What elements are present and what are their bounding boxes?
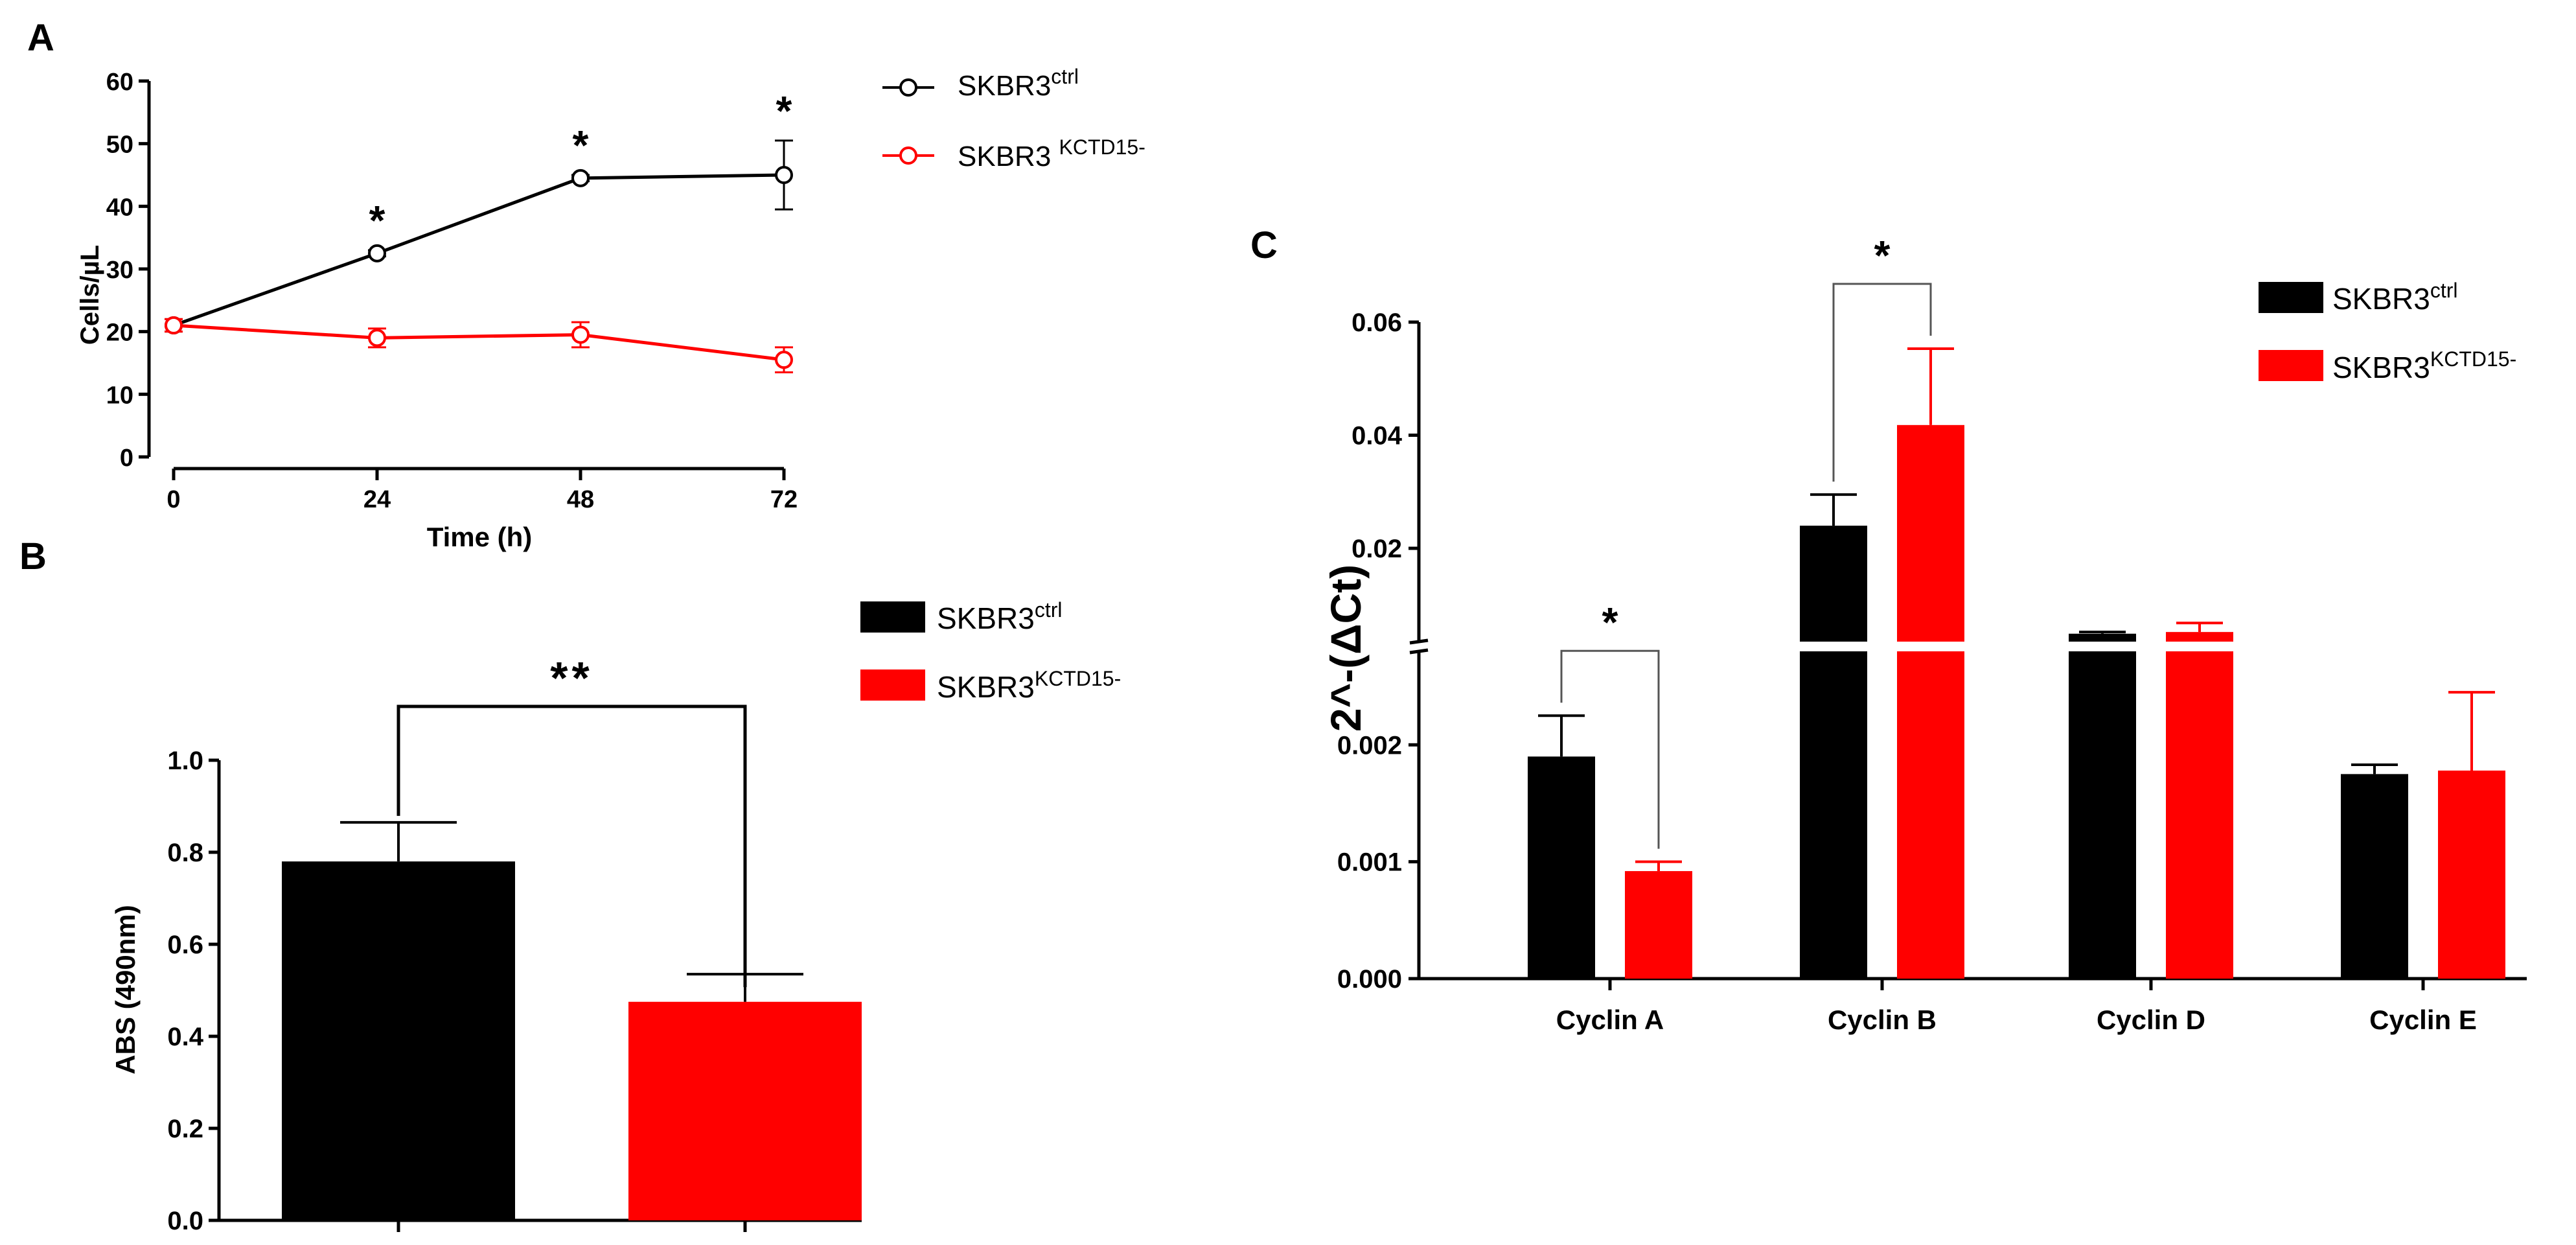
panel-c-bar-ctrl-lower (2069, 651, 2136, 979)
panel-b-legend: SKBR3ctrl SKBR3KCTD15- (860, 598, 1121, 704)
panel-a-line-chart: Cells/µL Time (h) SKBR3ctrl SKBR3 KCTD15… (76, 65, 1145, 552)
panel-b-y-tick-label: 0.4 (167, 1023, 203, 1051)
panel-c-significance-bracket (1832, 283, 1932, 482)
panel-c-bar-ctrl-upper (1800, 526, 1867, 642)
panel-c-bar-ctrl (1528, 756, 1595, 979)
panel-b-y-tick-label: 1.0 (167, 747, 203, 775)
panel-b-y-tick-label: 0.2 (167, 1115, 203, 1143)
panel-b-significance-bracket (397, 704, 747, 988)
panel-b-legend-ctrl: SKBR3ctrl (937, 598, 1063, 635)
panel-b-y-tick-label: 0.8 (167, 839, 203, 867)
panel-c-bar-ko (2438, 770, 2505, 979)
panel-c-bar-chart: 2^-(ΔCt) SKBR3ctrl SKBR3KCTD15- 0.000 0.0… (1322, 232, 2527, 1035)
panel-c-significance-bracket (1560, 649, 1660, 849)
panel-b-legend-ko: SKBR3KCTD15- (937, 667, 1121, 704)
panel-a-significance-star: * (776, 87, 792, 134)
panel-c-x-tick-label: Cyclin A (1556, 1005, 1664, 1035)
panel-a-y-tick-label: 0 (120, 445, 133, 472)
panel-c-bar-ko-lower (1897, 651, 1964, 979)
panel-a-x-tick-label: 48 (567, 486, 594, 513)
panel-a-x-axis-label: Time (h) (427, 522, 533, 552)
panel-a-y-tick-label: 20 (106, 320, 133, 347)
panel-a-data-point (165, 316, 183, 334)
panel-a-y-tick-label: 30 (106, 257, 133, 284)
panel-letter-b: B (19, 535, 47, 577)
panel-c-bar-ctrl-upper (2069, 633, 2136, 642)
panel-a-y-tick-label: 40 (106, 194, 133, 221)
panel-c-bar-ko (1625, 871, 1692, 979)
panel-c-significance-star: * (1602, 599, 1618, 646)
panel-c-bar-ctrl-lower (1800, 651, 1867, 979)
panel-c-bar-ko-lower (2166, 651, 2233, 979)
panel-c-axis-break-mark (1409, 638, 1429, 645)
panel-a-x-tick-label: 24 (363, 486, 391, 513)
panel-c-legend-ko: SKBR3KCTD15- (2332, 347, 2516, 384)
panel-c-x-tick-label: Cyclin D (2097, 1005, 2205, 1035)
panel-a-data-point (571, 325, 590, 344)
panel-a-legend-ko: SKBR3 KCTD15- (958, 135, 1145, 172)
panel-b-y-tick-label: 0.6 (167, 931, 203, 959)
panel-c-legend: SKBR3ctrl SKBR3KCTD15- (2259, 279, 2516, 384)
panel-a-y-axis-label: Cells/µL (76, 245, 104, 345)
panel-c-bar-ko-upper (2166, 632, 2233, 642)
panel-b-bar-ko (628, 1001, 862, 1220)
panel-letter-c: C (1250, 224, 1278, 266)
panel-a-data-point (775, 351, 793, 369)
panel-a-y-tick-label: 60 (106, 69, 133, 96)
panel-c-bar-ko-upper (1897, 425, 1964, 642)
panel-a-legend-ctrl: SKBR3ctrl (958, 65, 1079, 102)
panel-c-y-tick-label: 0.001 (1337, 848, 1402, 877)
panel-c-y-tick-label: 0.02 (1351, 535, 1402, 563)
panel-c-y-axis-label: 2^-(ΔCt) (1322, 564, 1370, 732)
panel-c-legend-ctrl: SKBR3ctrl (2332, 279, 2458, 316)
panel-a-data-point (775, 166, 793, 184)
panel-b-significance-label: ** (550, 653, 593, 703)
panel-c-x-tick-label: Cyclin B (1828, 1005, 1937, 1035)
panel-a-x-tick-label: 72 (770, 486, 798, 513)
panel-a-significance-star: * (573, 122, 589, 169)
panel-c-y-tick-label: 0.04 (1351, 422, 1403, 450)
panel-a-data-point (571, 169, 590, 187)
panel-c-y-tick-label: 0.002 (1337, 731, 1402, 760)
panel-c-significance-star: * (1874, 232, 1891, 279)
panel-letter-a: A (27, 17, 54, 59)
panel-b-bar-ctrl (282, 861, 515, 1220)
panel-a-y-tick-label: 50 (106, 132, 133, 159)
panel-c-y-tick-label: 0.000 (1337, 965, 1402, 994)
panel-a-legend: SKBR3ctrl SKBR3 KCTD15- (882, 65, 1145, 172)
panel-a-series-line-ctrl (173, 173, 785, 327)
panel-a-y-tick-label: 10 (106, 382, 133, 409)
panel-c-y-tick-label: 0.06 (1351, 308, 1402, 337)
panel-c-x-tick-label: Cyclin E (2369, 1005, 2477, 1035)
panel-c-axis-break-mark (1409, 648, 1429, 655)
panel-b-y-axis-label: ABS (490nm) (110, 905, 141, 1074)
panel-a-data-point (368, 329, 386, 347)
panel-a-series-line-ko (173, 323, 785, 362)
panel-a-x-tick-label: 0 (167, 486, 180, 513)
panel-b-bar-chart: ABS (490nm) SKBR3ctrl SKBR3KCTD15- 0.0 0.… (110, 598, 1121, 1235)
panel-a-significance-star: * (369, 197, 385, 244)
panel-b-y-tick-label: 0.0 (167, 1207, 203, 1235)
panel-c-bar-ctrl (2341, 774, 2408, 979)
panel-a-data-point (368, 244, 386, 262)
